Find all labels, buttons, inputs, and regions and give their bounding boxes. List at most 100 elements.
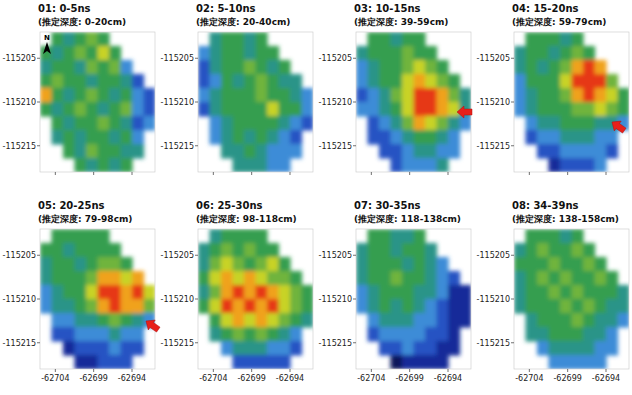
cell [290,271,302,286]
x-tick-label: -62704 [41,374,69,383]
panel-subtitle: (推定深度: 98-118cm) [196,214,297,224]
cell [63,341,75,356]
feature-arrow [143,316,162,334]
cell [537,285,549,300]
cell [526,243,538,258]
y-tick [353,342,356,343]
cell [437,313,449,328]
cell [537,327,549,342]
cell [595,60,607,75]
cell [425,243,437,258]
cell [52,285,64,300]
cell [109,116,121,131]
cell [437,144,449,159]
cell [86,60,98,75]
cell [549,88,561,103]
cell [595,74,607,89]
cell [425,102,437,117]
cell [233,271,245,286]
cell [221,60,233,75]
cell [414,299,426,314]
cell [86,46,98,61]
cell [572,116,584,131]
plot-frame [40,229,155,369]
cell [267,144,279,159]
cell [618,102,630,117]
cell [368,46,380,61]
cell [132,116,144,131]
cell [109,257,121,272]
cell [425,313,437,328]
cell [537,46,549,61]
cell [583,88,595,103]
panel: 03: 10-15ns(推定深度: 39-59cm)-115205-115210… [319,3,472,175]
cell [425,46,437,61]
cell [583,341,595,356]
cell [618,313,630,328]
panel-subtitle: (推定深度: 118-138cm) [354,214,461,224]
cell [595,257,607,272]
cell [63,271,75,286]
cell [98,327,110,342]
cell [356,257,368,272]
cell [75,313,87,328]
cell [379,102,391,117]
cell [52,102,64,117]
cell [379,74,391,89]
cell [144,299,156,314]
cell [98,144,110,159]
cell [379,299,391,314]
cell [583,327,595,342]
cell [290,285,302,300]
panel-title: 05: 20-25ns [38,200,104,211]
cell [526,257,538,272]
cell [391,88,403,103]
cell [460,88,472,103]
cells [198,32,313,172]
cell [537,144,549,159]
cell [86,313,98,328]
cell [198,299,210,314]
plot-area [40,32,155,172]
north-arrow [43,42,51,54]
y-tick [37,145,40,146]
panel-subtitle: (推定深度: 0-20cm) [38,17,126,27]
cell [448,313,460,328]
panel-subtitle: (推定深度: 59-79cm) [512,17,606,27]
cell [63,243,75,258]
cell [75,341,87,356]
cell [109,158,121,172]
cell [572,102,584,117]
cell [121,102,133,117]
cell [379,229,391,244]
cell [526,285,538,300]
cell [368,285,380,300]
cell [606,130,618,145]
cell [537,257,549,272]
cell [379,46,391,61]
cell [256,32,268,47]
cell [52,46,64,61]
cell [52,313,64,328]
cell [256,74,268,89]
cell [98,313,110,328]
x-tick-label: -62699 [553,374,581,383]
x-tick [93,172,94,175]
cell [290,341,302,356]
cell [583,102,595,117]
cell [279,88,291,103]
cell [514,88,526,103]
cell [256,341,268,356]
y-tick [511,102,514,103]
cell [40,60,52,75]
cell [52,243,64,258]
cell [256,158,268,172]
cells [514,229,629,369]
cell [210,243,222,258]
cell [75,144,87,159]
cell [121,285,133,300]
cell [437,299,449,314]
cell [279,313,291,328]
cell [132,88,144,103]
cell [86,243,98,258]
